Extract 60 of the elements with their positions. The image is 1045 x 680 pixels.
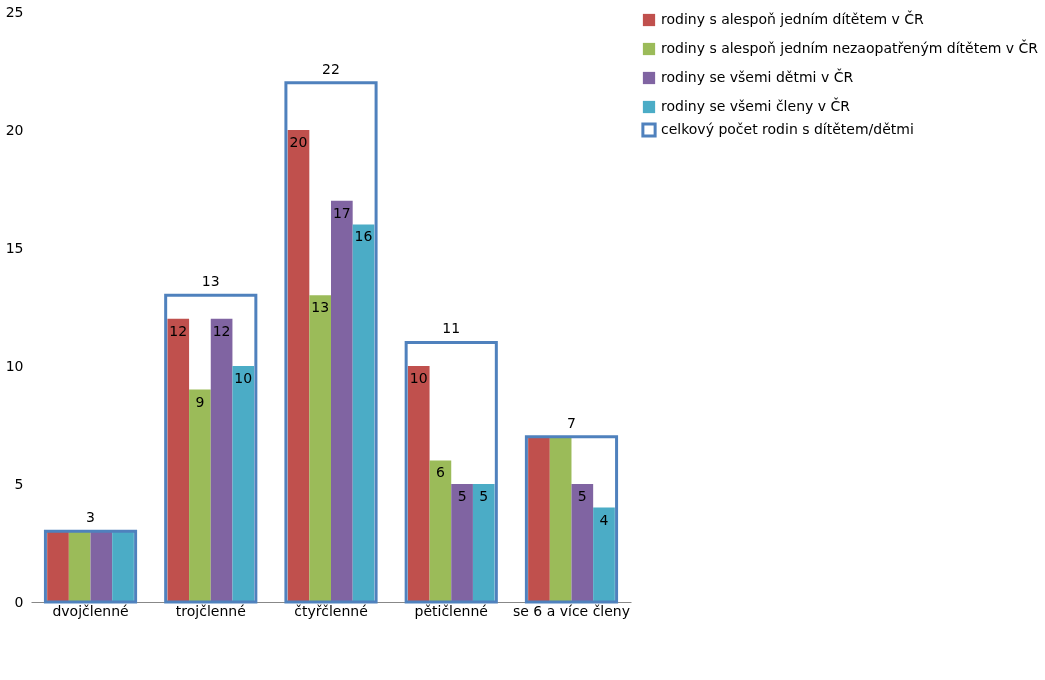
bar [451, 484, 473, 602]
legend-label: rodiny s alespoň jedním nezaopatřeným dítětem v ČR [661, 39, 1039, 56]
data-label: 20 [289, 134, 308, 150]
bar [189, 389, 211, 602]
legend-label: celkový počet rodin s dítětem/dětmi [661, 121, 914, 137]
bar [528, 436, 550, 602]
bar [210, 318, 233, 602]
x-tick-label: čtyřčlenné [294, 602, 368, 619]
bar [404, 340, 498, 604]
y-tick-label: 5 [14, 475, 24, 492]
y-tick-label: 25 [5, 3, 24, 20]
data-label: 10 [234, 370, 253, 386]
x-tick-label: trojčlenné [175, 602, 246, 619]
y-tick-label: 15 [5, 239, 24, 256]
y-tick-label: 10 [5, 357, 24, 374]
bar [43, 529, 138, 604]
bar [524, 435, 619, 604]
bar [309, 295, 331, 602]
y-tick-label: 20 [5, 121, 24, 138]
bar [571, 484, 594, 602]
data-label: 17 [332, 204, 351, 221]
bar [287, 130, 310, 602]
data-label: 6 [435, 464, 445, 481]
data-label: 5 [457, 488, 467, 504]
bar [167, 318, 190, 602]
legend-label: rodiny se všemi členy v ČR [661, 97, 851, 114]
data-label: 13 [201, 273, 220, 290]
data-label: 7 [567, 414, 576, 431]
bar [90, 531, 113, 602]
bar [593, 507, 615, 602]
legend-label: rodiny s alespoň jedním dítětem v ČR [661, 10, 925, 27]
data-label: 4 [599, 511, 609, 528]
data-label: 12 [169, 322, 188, 339]
data-label: 12 [212, 322, 231, 339]
data-label: 16 [354, 228, 373, 245]
x-tick-label: pětičlenné [414, 602, 488, 619]
bar [112, 531, 134, 602]
bar [164, 293, 258, 604]
data-label: 3 [86, 509, 95, 526]
x-tick-label: se 6 a více členy [512, 602, 630, 619]
bar [331, 200, 353, 602]
legend-label: rodiny se všemi dětmi v ČR [661, 68, 854, 85]
bar [232, 366, 255, 602]
bar [549, 436, 572, 602]
bar [284, 81, 378, 604]
y-tick-label: 0 [14, 593, 24, 610]
bar [68, 531, 91, 602]
bar [47, 531, 69, 602]
x-tick-label: dvojčlenné [52, 602, 129, 619]
data-label: 5 [577, 488, 587, 504]
data-label: 5 [479, 488, 489, 504]
bar [429, 460, 452, 602]
bar [472, 484, 495, 602]
data-label: 10 [409, 370, 428, 386]
data-label: 13 [311, 299, 330, 316]
data-label: 22 [322, 60, 340, 77]
bar [407, 366, 430, 602]
data-label: 9 [195, 393, 205, 410]
data-label: 11 [442, 320, 461, 337]
bar [352, 224, 375, 602]
